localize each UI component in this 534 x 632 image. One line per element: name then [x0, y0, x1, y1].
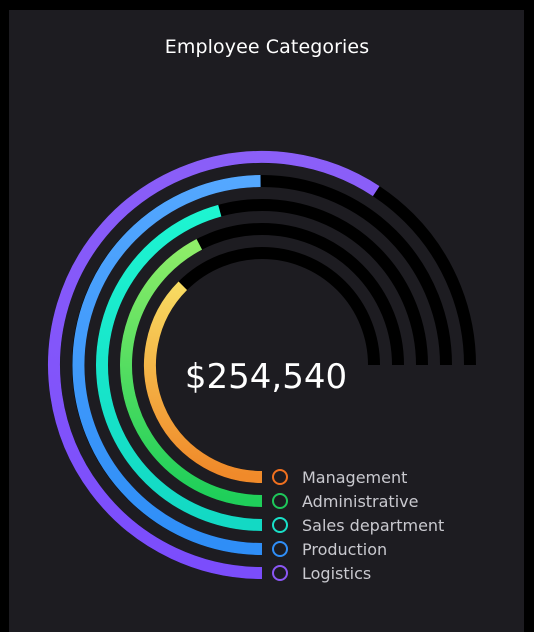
legend-marker-production [272, 541, 288, 557]
bar-production [72, 175, 263, 555]
legend-label-management: Management [302, 468, 407, 487]
total-value: $254,540 [185, 357, 347, 397]
bar-sales-department [96, 204, 263, 531]
legend-marker-sales-department [272, 517, 288, 533]
legend-marker-administrative [272, 493, 288, 509]
chart-title: Employee Categories [164, 36, 370, 58]
legend-label-administrative: Administrative [302, 492, 418, 511]
bar-logistics [48, 151, 380, 579]
legend-label-logistics: Logistics [302, 564, 371, 583]
chart-legend: Management Administrative Sales department… [272, 468, 444, 583]
legend-marker-logistics [272, 565, 288, 581]
legend-label-production: Production [302, 540, 387, 559]
chart-bars [48, 151, 380, 579]
legend-label-sales-department: Sales department [302, 516, 444, 535]
bar-management [143, 281, 263, 483]
legend-marker-management [272, 469, 288, 485]
bar-administrative [120, 238, 263, 507]
